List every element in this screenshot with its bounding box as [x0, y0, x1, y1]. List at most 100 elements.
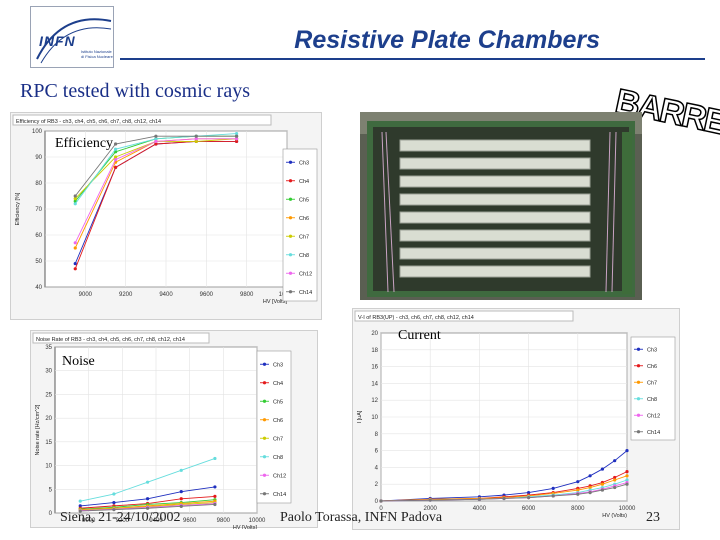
- legend-marker: [262, 418, 267, 422]
- data-point: [613, 459, 617, 463]
- legend-entry: Ch3: [647, 347, 657, 353]
- legend-marker: [636, 413, 641, 417]
- legend-entry: Ch5: [299, 197, 309, 203]
- y-tick-label: 16: [371, 365, 378, 371]
- legend-entry: Ch14: [273, 492, 286, 498]
- legend-entry: Ch14: [647, 430, 660, 436]
- y-tick-label: 35: [45, 345, 52, 351]
- data-point: [73, 262, 77, 266]
- legend-entry: Ch6: [647, 364, 657, 370]
- y-tick-label: 80: [35, 181, 42, 187]
- x-tick-label: 9800: [217, 518, 231, 524]
- y-tick-label: 90: [35, 155, 42, 161]
- data-point: [113, 165, 118, 169]
- x-tick-label: 9400: [149, 518, 163, 524]
- current-label: Current: [398, 328, 441, 343]
- y-axis-label: Efficiency [%]: [15, 192, 21, 225]
- data-point: [73, 197, 77, 201]
- x-axis-label: HV [Volts]: [233, 525, 258, 529]
- logo-subtext: Istituto Nazionale di Fisica Nucleare: [81, 49, 113, 59]
- data-point: [625, 449, 629, 453]
- data-point: [600, 488, 604, 492]
- x-tick-label: 9400: [159, 292, 173, 298]
- data-point: [234, 139, 239, 143]
- efficiency-chart-svg: Efficiency of RB3 - ch3, ch4, ch5, ch6, …: [12, 114, 318, 305]
- data-point: [428, 498, 432, 502]
- chart-title: V-I of RB3(UP) - ch3, ch6, ch7, ch8, ch1…: [358, 315, 474, 321]
- x-tick-label: 10000: [619, 506, 636, 512]
- data-point: [73, 202, 77, 206]
- data-point: [234, 132, 239, 136]
- legend-marker: [288, 290, 293, 294]
- data-point: [112, 500, 116, 505]
- footer-date: Siena, 21-24/10/2002: [60, 510, 181, 525]
- data-point: [551, 486, 555, 490]
- page-number: 23: [646, 510, 660, 525]
- y-tick-label: 2: [375, 482, 379, 488]
- data-point: [113, 155, 118, 159]
- chart-title: Noise Rate of RB3 - ch3, ch4, ch5, ch6, …: [36, 337, 185, 343]
- legend-entry: Ch12: [299, 271, 312, 277]
- y-tick-label: 18: [371, 348, 378, 354]
- legend-marker: [288, 234, 293, 238]
- legend-box: [282, 148, 318, 302]
- x-tick-label: 9200: [116, 518, 130, 524]
- legend-marker: [288, 253, 293, 257]
- title-underline: [120, 58, 705, 60]
- x-tick-label: 9000: [79, 292, 93, 298]
- data-point: [213, 502, 217, 507]
- data-point: [179, 490, 183, 494]
- data-point: [234, 134, 239, 138]
- infn-logo-graphic: [36, 18, 112, 64]
- y-tick-label: 30: [45, 369, 52, 375]
- data-point: [613, 475, 617, 480]
- y-tick-label: 20: [45, 416, 52, 422]
- y-tick-label: 60: [35, 233, 42, 239]
- y-tick-label: 20: [371, 331, 378, 337]
- y-tick-label: 100: [32, 129, 43, 135]
- y-axis-label: Noise rate [Hz/cm^2]: [35, 404, 41, 455]
- legend-marker: [636, 364, 641, 368]
- legend-marker: [262, 492, 267, 496]
- data-point: [194, 139, 198, 143]
- data-point: [234, 137, 239, 141]
- data-point: [154, 139, 158, 143]
- legend-marker: [636, 347, 641, 351]
- data-point: [145, 480, 150, 484]
- data-point: [576, 480, 580, 484]
- y-tick-label: 10: [45, 464, 52, 470]
- noise-chart-svg: Noise Rate of RB3 - ch3, ch4, ch5, ch6, …: [32, 332, 292, 529]
- legend-marker: [636, 380, 641, 384]
- data-point: [213, 485, 217, 489]
- data-point: [551, 494, 555, 498]
- rpc-chamber-stack-photo: [360, 112, 642, 300]
- data-point: [78, 504, 82, 508]
- legend-marker: [288, 160, 293, 164]
- x-tick-label: 4000: [473, 506, 487, 512]
- x-tick-label: 9200: [119, 292, 133, 298]
- x-tick-label: 0: [379, 506, 383, 512]
- legend-marker: [262, 399, 267, 403]
- data-point: [477, 497, 481, 501]
- current-chart: V-I of RB3(UP) - ch3, ch6, ch7, ch8, ch1…: [352, 308, 680, 530]
- data-point: [154, 134, 158, 138]
- x-tick-label: 6000: [522, 506, 536, 512]
- rpc-photo-illustration: [360, 112, 642, 300]
- data-point: [73, 194, 77, 198]
- data-point: [145, 506, 150, 510]
- data-point: [588, 474, 592, 478]
- data-point: [213, 456, 217, 461]
- legend-entry: Ch3: [299, 160, 309, 166]
- data-point: [588, 491, 592, 495]
- legend-entry: Ch7: [299, 234, 309, 240]
- y-tick-label: 25: [45, 392, 52, 398]
- legend-marker: [262, 381, 267, 385]
- x-tick-label: 8000: [571, 506, 585, 512]
- chart-title-box: [32, 332, 210, 344]
- chart-title-box: [12, 114, 272, 126]
- y-tick-label: 10: [371, 415, 378, 421]
- noise-label: Noise: [62, 354, 95, 369]
- data-point: [112, 492, 116, 496]
- data-point: [145, 497, 150, 501]
- legend-marker: [262, 455, 267, 459]
